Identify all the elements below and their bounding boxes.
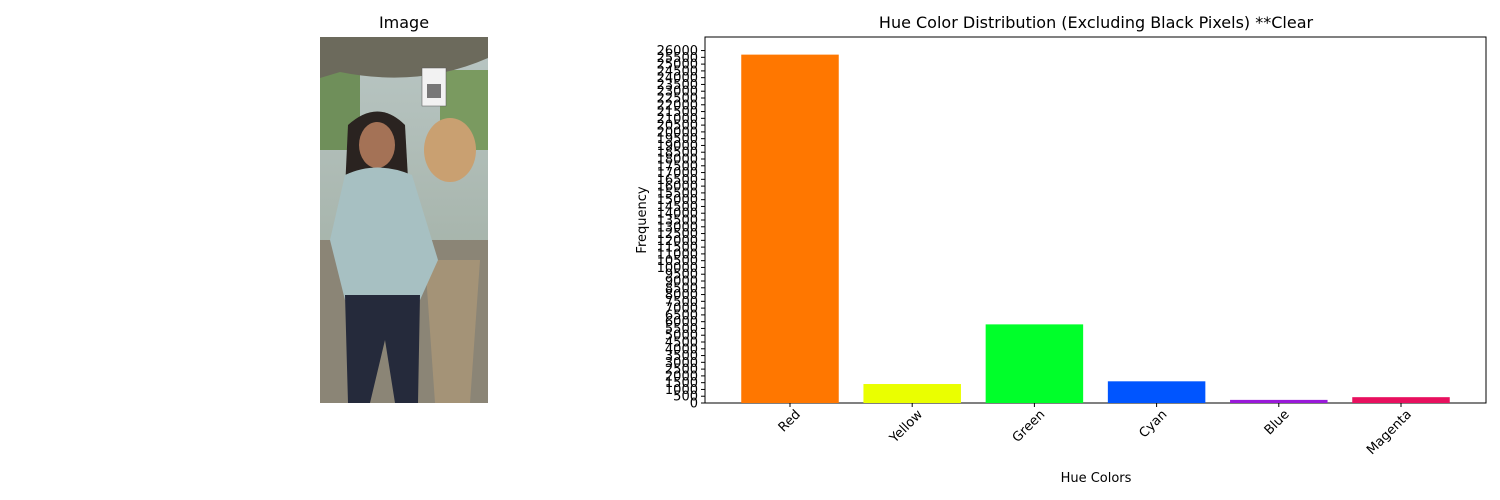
y-tick-label: 5000 [665, 329, 698, 344]
y-tick-label: 10000 [657, 261, 698, 276]
y-tick-label: 10500 [657, 254, 698, 269]
y-tick-label: 8000 [665, 288, 698, 303]
photo [320, 37, 488, 403]
photo-qr [427, 84, 441, 98]
y-tick-label: 500 [673, 390, 698, 405]
photo-face [359, 122, 395, 168]
bar-yellow [863, 384, 961, 403]
x-tick-label: Magenta [1364, 407, 1415, 458]
y-tick-label: 15500 [657, 186, 698, 201]
y-tick-label: 7000 [665, 302, 698, 317]
y-tick-label: 23000 [657, 85, 698, 100]
x-axis-label: Hue Colors [1061, 471, 1132, 486]
y-tick-label: 2500 [665, 363, 698, 378]
y-tick-label: 20500 [657, 119, 698, 134]
y-axis-ticks: 0500100015002000250030003500400045005000… [657, 44, 705, 412]
bar-cyan [1107, 381, 1206, 403]
y-axis-label: Frequency [635, 186, 650, 253]
y-tick-label: 9500 [665, 268, 698, 283]
y-tick-label: 6500 [665, 308, 698, 323]
y-tick-label: 21000 [657, 112, 698, 127]
y-tick-label: 7500 [665, 295, 698, 310]
photo-trousers [345, 295, 420, 403]
y-tick-label: 9000 [665, 275, 698, 290]
y-tick-label: 19500 [657, 132, 698, 147]
y-tick-label: 16000 [657, 180, 698, 195]
y-tick-label: 8500 [665, 281, 698, 296]
y-tick-label: 18000 [657, 153, 698, 168]
y-tick-label: 1000 [665, 383, 698, 398]
y-tick-label: 16500 [657, 173, 698, 188]
y-tick-label: 2000 [665, 369, 698, 384]
y-tick-label: 23500 [657, 78, 698, 93]
y-tick-label: 17500 [657, 159, 698, 174]
y-tick-label: 6000 [665, 315, 698, 330]
y-tick-label: 5500 [665, 322, 698, 337]
y-tick-label: 11500 [657, 241, 698, 256]
y-tick-label: 26000 [657, 44, 698, 59]
bar-green [985, 324, 1084, 403]
y-tick-label: 1500 [665, 376, 698, 391]
x-tick-label: Yellow [886, 407, 926, 447]
y-tick-label: 24500 [657, 64, 698, 79]
chart-title: Hue Color Distribution (Excluding Black … [879, 13, 1314, 32]
y-tick-label: 25500 [657, 51, 698, 66]
y-tick-label: 20000 [657, 125, 698, 140]
bar-red [741, 54, 839, 403]
y-tick-label: 4000 [665, 342, 698, 357]
x-tick-label: Green [1010, 407, 1048, 445]
x-axis-ticks: Red Yellow Green Cyan Blue Magenta [776, 403, 1415, 458]
y-tick-label: 25000 [657, 58, 698, 73]
y-tick-label: 24000 [657, 71, 698, 86]
y-tick-label: 22500 [657, 92, 698, 107]
plot-area: 0500100015002000250030003500400045005000… [657, 36, 1487, 458]
y-tick-label: 4500 [665, 336, 698, 351]
x-tick-label: Red [776, 407, 804, 435]
y-tick-label: 3500 [665, 349, 698, 364]
y-tick-label: 15000 [657, 193, 698, 208]
y-tick-label: 3000 [665, 356, 698, 371]
photo-stool [425, 260, 480, 403]
y-tick-label: 17000 [657, 166, 698, 181]
y-tick-label: 12000 [657, 234, 698, 249]
y-tick-label: 19000 [657, 139, 698, 154]
y-tick-label: 21500 [657, 105, 698, 120]
x-tick-label: Blue [1262, 407, 1293, 438]
photo-sweater [330, 167, 438, 300]
y-tick-label: 11000 [657, 247, 698, 262]
y-tick-label: 18500 [657, 146, 698, 161]
photo-basket [424, 118, 476, 182]
y-tick-label: 13500 [657, 214, 698, 229]
y-tick-label: 14500 [657, 200, 698, 215]
y-tick-label: 13000 [657, 220, 698, 235]
y-tick-label: 0 [690, 397, 698, 412]
bars [741, 54, 1450, 403]
y-tick-label: 12500 [657, 227, 698, 242]
bar-blue [1230, 399, 1328, 403]
bar-magenta [1352, 397, 1450, 403]
image-panel-title: Image [379, 13, 429, 32]
y-tick-label: 22000 [657, 98, 698, 113]
x-tick-label: Cyan [1136, 407, 1170, 441]
y-tick-label: 14000 [657, 207, 698, 222]
